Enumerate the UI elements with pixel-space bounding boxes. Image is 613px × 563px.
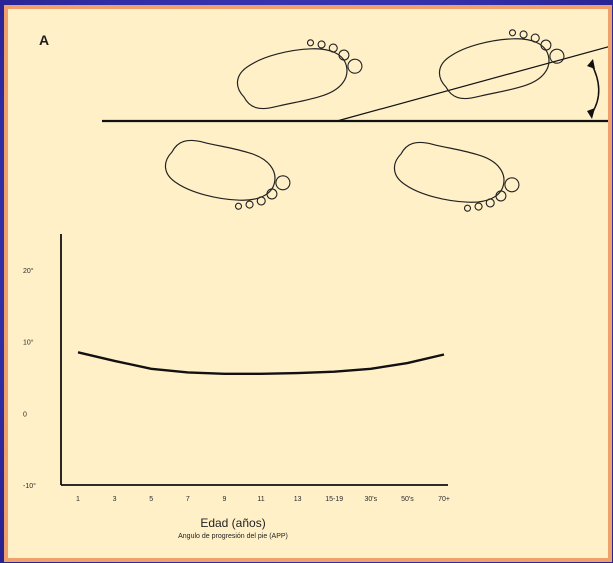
x-axis-label: Edad (años) <box>200 516 265 530</box>
x-tick-label: 50's <box>401 496 414 503</box>
app-line-chart: 20°10°0-10° 1 3 5 7 9 11 13 15-19 30's 50's 70+ Ed… <box>23 234 450 540</box>
x-tick-label: 3 <box>113 496 117 503</box>
right-foot-icon <box>393 141 520 212</box>
x-tick-label: 9 <box>222 496 226 503</box>
foot-axis-line <box>336 46 608 122</box>
x-tick-label: 70+ <box>438 496 450 503</box>
y-tick-label: 10° <box>23 339 34 347</box>
right-foot-icon <box>164 139 291 210</box>
y-tick-label: 0 <box>23 411 27 418</box>
panel-label: A <box>39 32 50 48</box>
y-tick-labels: 20° 10° 0 -10° <box>23 267 36 490</box>
figure-caption: Angulo de progresión del pie (APP) <box>178 533 288 540</box>
y-tick-label: 20° <box>23 267 34 275</box>
x-tick-label: 1 <box>76 496 80 503</box>
x-tick-label: 13 <box>294 496 302 503</box>
footprint-diagram <box>102 23 608 212</box>
x-tick-labels: 1 3 5 7 9 11 13 15-19 30's 50's 70+ <box>76 496 450 503</box>
figure-panel: A <box>4 5 612 562</box>
x-tick-label: 11 <box>257 496 264 503</box>
angle-arrow <box>587 59 600 119</box>
x-tick-label: 30's <box>364 496 377 503</box>
left-foot-icon <box>433 23 565 111</box>
x-tick-label: 5 <box>149 496 153 503</box>
left-foot-icon <box>231 33 363 121</box>
x-tick-label: 7 <box>186 496 190 503</box>
series-line <box>77 351 445 375</box>
x-tick-label: 15-19 <box>325 496 343 503</box>
y-tick-label: -10° <box>23 482 36 490</box>
